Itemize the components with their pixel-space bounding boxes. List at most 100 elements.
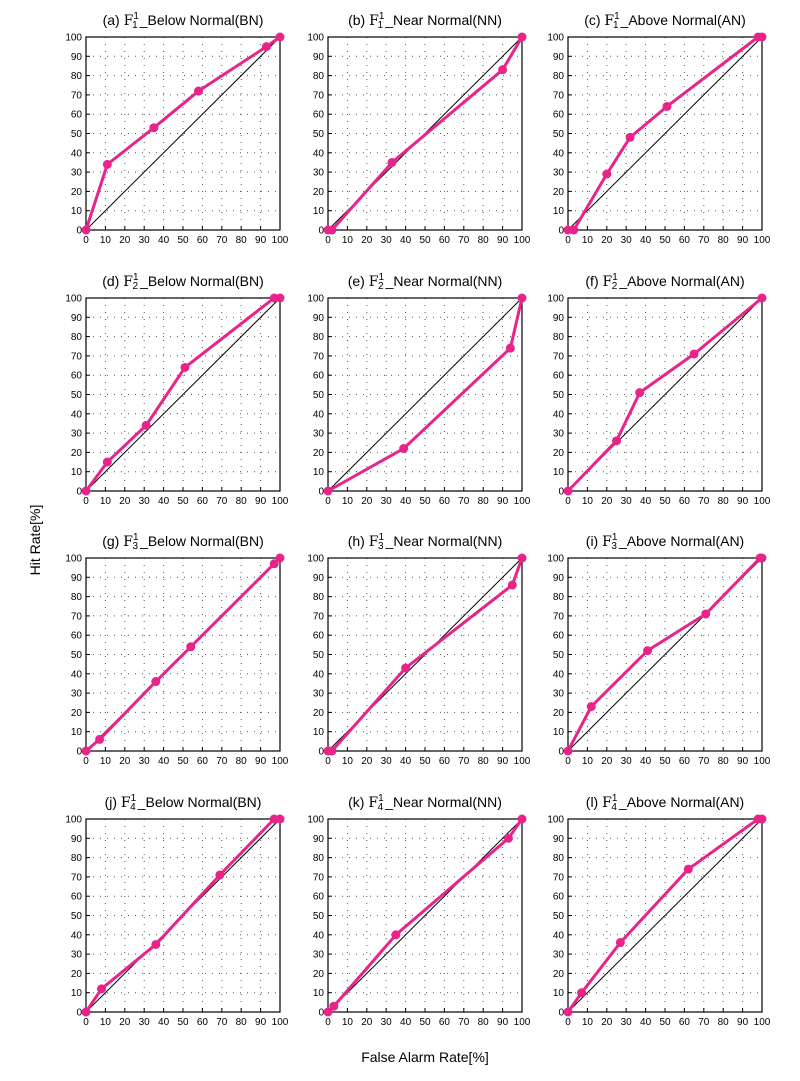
chart-panel-7: 0 10 20 30 40 50 60 70 80 90 100 0 10 20 30 40 50 60 70 80 9…: [65, 532, 288, 767]
y-tick-label: 90: [553, 573, 565, 584]
x-tick-label: 10: [100, 1017, 112, 1028]
x-tick-label: 70: [216, 235, 228, 246]
y-tick-label: 60: [71, 892, 83, 903]
roc-point: [563, 486, 573, 496]
roc-point: [757, 553, 767, 563]
y-tick-label: 60: [553, 110, 565, 121]
y-tick-label: 80: [553, 853, 565, 864]
x-tick-label: 0: [565, 235, 571, 246]
y-tick-label: 40: [553, 148, 565, 159]
roc-point: [327, 225, 337, 235]
y-tick-label: 60: [313, 631, 325, 642]
chart-panel-9: 0 10 20 30 40 50 60 70 80 90 100 0 10 20 30 40 50 60 70 80 9…: [547, 532, 770, 767]
x-tick-label: 50: [177, 1017, 189, 1028]
y-tick-label: 100: [547, 33, 564, 44]
panel-title: (j) F1 4 _Below Normal(BN): [105, 793, 262, 813]
y-tick-label: 10: [313, 727, 325, 738]
roc-point: [757, 32, 767, 42]
y-tick-label: 50: [553, 911, 565, 922]
x-tick-label: 30: [621, 496, 633, 507]
x-tick-label: 0: [325, 235, 331, 246]
y-tick-label: 30: [71, 168, 83, 179]
roc-point: [498, 65, 508, 75]
x-tick-label: 80: [236, 1017, 248, 1028]
x-tick-label: 50: [659, 756, 671, 767]
y-tick-label: 80: [71, 71, 83, 82]
y-tick-label: 80: [313, 332, 325, 343]
x-tick-label: 0: [83, 496, 89, 507]
x-tick-label: 30: [139, 1017, 151, 1028]
chart-panel-3: 0 10 20 30 40 50 60 70 80 90 100 0 10 20 30 40 50 60 70 80 9…: [547, 11, 770, 246]
y-tick-label: 40: [553, 930, 565, 941]
y-tick-label: 80: [553, 71, 565, 82]
y-tick-label: 30: [553, 950, 565, 961]
x-tick-label: 30: [381, 496, 393, 507]
x-tick-label: 70: [458, 235, 470, 246]
x-tick-label: 10: [582, 1017, 594, 1028]
roc-point: [269, 559, 279, 569]
y-tick-label: 100: [547, 815, 564, 826]
roc-point: [517, 814, 527, 824]
y-tick-label: 0: [318, 487, 324, 498]
x-tick-label: 10: [100, 235, 112, 246]
y-tick-label: 20: [71, 969, 83, 980]
y-tick-label: 30: [313, 168, 325, 179]
y-tick-label: 90: [71, 834, 83, 845]
roc-point: [757, 814, 767, 824]
y-tick-label: 0: [558, 1008, 564, 1019]
y-tick-label: 0: [76, 226, 82, 237]
x-tick-label: 50: [177, 235, 189, 246]
roc-point: [689, 349, 699, 359]
x-tick-label: 60: [439, 496, 451, 507]
x-tick-label: 20: [601, 496, 613, 507]
roc-series-line: [327, 297, 524, 493]
x-tick-label: 60: [197, 235, 209, 246]
y-tick-label: 50: [71, 390, 83, 401]
roc-point: [757, 293, 767, 303]
y-tick-label: 0: [76, 487, 82, 498]
x-tick-label: 50: [419, 496, 431, 507]
x-tick-label: 60: [679, 1017, 691, 1028]
x-tick-label: 10: [342, 235, 354, 246]
x-axis-label: False Alarm Rate[%]: [361, 1049, 489, 1065]
diagonal-reference-line: [85, 297, 281, 492]
chart-panels: 0 10 20 30 40 50 60 70 80 90 100010203040506070809…: [65, 11, 770, 1028]
y-tick-label: 80: [71, 592, 83, 603]
roc-point: [329, 1001, 339, 1011]
y-tick-label: 100: [65, 294, 82, 305]
y-tick-label: 90: [71, 52, 83, 63]
x-tick-label: 40: [640, 756, 652, 767]
panel-title: (a) F1 1 _Below Normal(BN): [103, 11, 264, 31]
y-tick-label: 80: [313, 71, 325, 82]
y-tick-label: 50: [71, 650, 83, 661]
y-tick-label: 0: [76, 747, 82, 758]
roc-point: [563, 1007, 573, 1017]
x-tick-label: 80: [478, 235, 490, 246]
y-tick-label: 70: [71, 611, 83, 622]
roc-point: [102, 159, 112, 169]
roc-point: [275, 293, 285, 303]
diagonal-reference-line: [567, 818, 763, 1013]
x-tick-label: 70: [458, 1017, 470, 1028]
diagonal-reference-line: [327, 297, 523, 492]
x-tick-label: 70: [216, 756, 228, 767]
roc-point: [186, 642, 196, 652]
roc-point: [615, 938, 625, 948]
roc-point: [635, 388, 645, 398]
x-tick-label: 10: [342, 496, 354, 507]
x-tick-label: 80: [718, 235, 730, 246]
x-tick-label: 40: [158, 1017, 170, 1028]
panel-title: (h) F1 3 _Near Normal(NN): [348, 532, 503, 552]
roc-point: [323, 1007, 333, 1017]
x-tick-label: 80: [478, 1017, 490, 1028]
y-tick-label: 20: [313, 708, 325, 719]
roc-point: [577, 988, 587, 998]
x-tick-label: 100: [514, 756, 531, 767]
panel-title: (k) F1 4 _Near Normal(NN): [348, 793, 502, 813]
x-tick-label: 40: [400, 496, 412, 507]
y-tick-label: 10: [313, 206, 325, 217]
y-tick-label: 10: [313, 988, 325, 999]
x-tick-label: 90: [737, 756, 749, 767]
y-tick-label: 70: [313, 611, 325, 622]
y-tick-label: 70: [313, 351, 325, 362]
